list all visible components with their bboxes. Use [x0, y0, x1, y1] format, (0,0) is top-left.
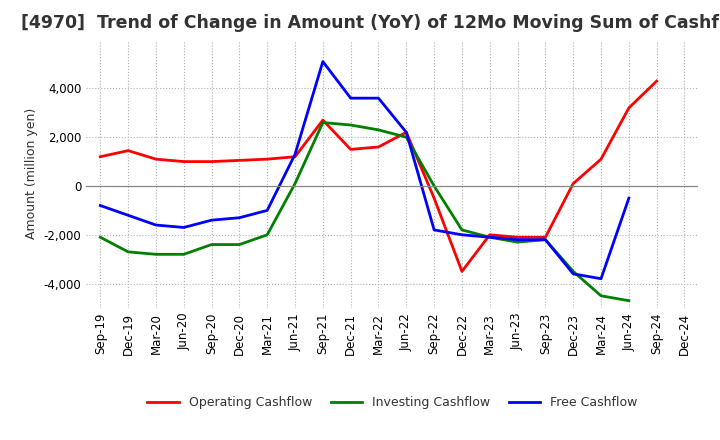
Operating Cashflow: [152, 157, 161, 162]
Investing Cashflow: [569, 269, 577, 274]
Operating Cashflow: [235, 158, 243, 163]
Operating Cashflow: [318, 117, 327, 123]
Free Cashflow: [124, 213, 132, 218]
Operating Cashflow: [569, 181, 577, 186]
Free Cashflow: [96, 203, 104, 208]
Line: Operating Cashflow: Operating Cashflow: [100, 81, 657, 271]
Investing Cashflow: [207, 242, 216, 247]
Investing Cashflow: [597, 293, 606, 298]
Investing Cashflow: [430, 183, 438, 189]
Investing Cashflow: [124, 249, 132, 254]
Operating Cashflow: [291, 154, 300, 159]
Investing Cashflow: [513, 239, 522, 245]
Operating Cashflow: [513, 235, 522, 240]
Free Cashflow: [513, 237, 522, 242]
Operating Cashflow: [652, 78, 661, 84]
Free Cashflow: [207, 217, 216, 223]
Free Cashflow: [346, 95, 355, 101]
Investing Cashflow: [374, 127, 383, 132]
Free Cashflow: [597, 276, 606, 281]
Free Cashflow: [263, 208, 271, 213]
Free Cashflow: [458, 232, 467, 238]
Operating Cashflow: [430, 195, 438, 201]
Free Cashflow: [541, 237, 550, 242]
Investing Cashflow: [179, 252, 188, 257]
Free Cashflow: [235, 215, 243, 220]
Investing Cashflow: [458, 227, 467, 233]
Operating Cashflow: [179, 159, 188, 164]
Operating Cashflow: [458, 269, 467, 274]
Investing Cashflow: [402, 135, 410, 140]
Free Cashflow: [179, 225, 188, 230]
Investing Cashflow: [152, 252, 161, 257]
Investing Cashflow: [263, 232, 271, 238]
Operating Cashflow: [374, 144, 383, 150]
Operating Cashflow: [124, 148, 132, 153]
Operating Cashflow: [597, 157, 606, 162]
Free Cashflow: [152, 222, 161, 227]
Free Cashflow: [485, 235, 494, 240]
Line: Investing Cashflow: Investing Cashflow: [100, 123, 629, 301]
Investing Cashflow: [235, 242, 243, 247]
Free Cashflow: [569, 271, 577, 276]
Free Cashflow: [430, 227, 438, 233]
Free Cashflow: [402, 130, 410, 135]
Line: Free Cashflow: Free Cashflow: [100, 62, 629, 279]
Investing Cashflow: [485, 235, 494, 240]
Operating Cashflow: [485, 232, 494, 238]
Title: [4970]  Trend of Change in Amount (YoY) of 12Mo Moving Sum of Cashflows: [4970] Trend of Change in Amount (YoY) o…: [22, 15, 720, 33]
Y-axis label: Amount (million yen): Amount (million yen): [25, 108, 38, 239]
Operating Cashflow: [96, 154, 104, 159]
Legend: Operating Cashflow, Investing Cashflow, Free Cashflow: Operating Cashflow, Investing Cashflow, …: [143, 392, 642, 414]
Operating Cashflow: [207, 159, 216, 164]
Free Cashflow: [318, 59, 327, 64]
Investing Cashflow: [291, 181, 300, 186]
Operating Cashflow: [402, 130, 410, 135]
Investing Cashflow: [541, 237, 550, 242]
Operating Cashflow: [541, 235, 550, 240]
Operating Cashflow: [263, 157, 271, 162]
Investing Cashflow: [318, 120, 327, 125]
Operating Cashflow: [624, 105, 633, 110]
Free Cashflow: [291, 152, 300, 157]
Free Cashflow: [374, 95, 383, 101]
Investing Cashflow: [624, 298, 633, 303]
Investing Cashflow: [346, 122, 355, 128]
Operating Cashflow: [346, 147, 355, 152]
Investing Cashflow: [96, 235, 104, 240]
Free Cashflow: [624, 195, 633, 201]
